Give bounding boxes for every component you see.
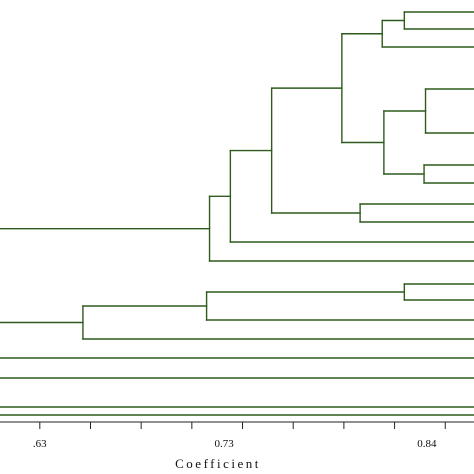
- x-tick-label-0: .63: [33, 438, 47, 450]
- dendrogram-branches: [0, 11, 474, 416]
- x-axis-tick-labels: .63 0.73 0.84: [33, 438, 437, 450]
- x-tick-label-2: 0.84: [417, 438, 437, 450]
- x-axis-title: Coefficient: [175, 456, 261, 471]
- x-tick-label-1: 0.73: [214, 438, 234, 450]
- x-axis-ticks: [39, 422, 446, 429]
